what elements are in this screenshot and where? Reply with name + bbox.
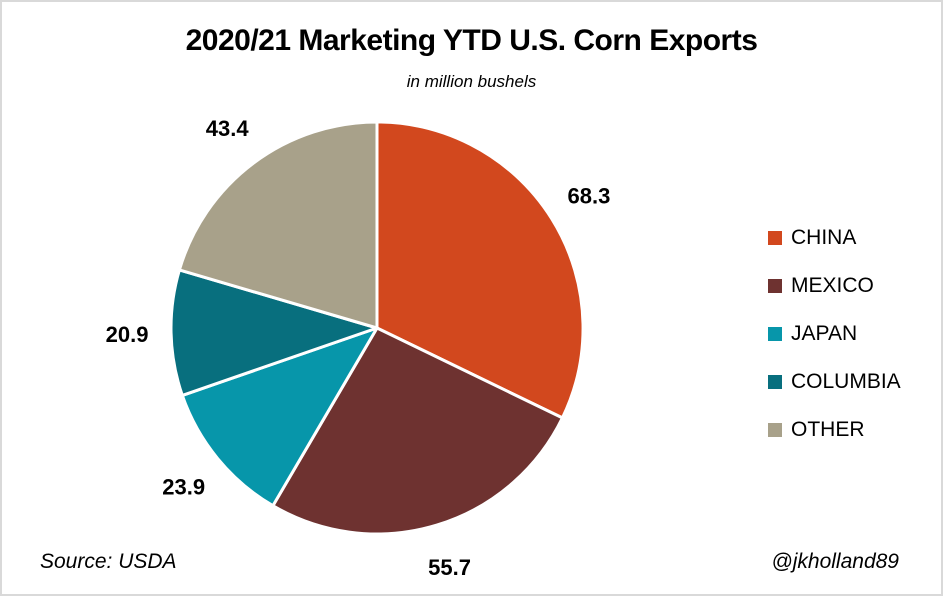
legend-swatch-mexico bbox=[768, 279, 782, 293]
pie-slice-other bbox=[177, 120, 379, 330]
data-label-mexico: 55.7 bbox=[428, 555, 471, 580]
legend-label-japan: JAPAN bbox=[791, 322, 858, 345]
legend-label-columbia: COLUMBIA bbox=[791, 370, 901, 393]
legend-item-columbia: COLUMBIA bbox=[768, 358, 901, 406]
chart-subtitle: in million bushels bbox=[406, 72, 537, 91]
pie-slice-columbia bbox=[169, 268, 379, 397]
pie-slice-mexico bbox=[271, 326, 564, 536]
legend-swatch-other bbox=[768, 423, 782, 437]
legend-item-mexico: MEXICO bbox=[768, 262, 901, 310]
data-label-china: 68.3 bbox=[567, 183, 610, 208]
data-label-other: 43.4 bbox=[206, 116, 250, 141]
legend-label-mexico: MEXICO bbox=[791, 274, 874, 297]
legend-swatch-japan bbox=[768, 327, 782, 341]
legend-swatch-columbia bbox=[768, 375, 782, 389]
data-label-columbia: 20.9 bbox=[106, 322, 149, 347]
pie-slice-japan bbox=[180, 326, 379, 508]
legend-label-china: CHINA bbox=[791, 226, 857, 249]
source-note: Source: USDA bbox=[40, 550, 177, 573]
legend-label-other: OTHER bbox=[791, 418, 865, 441]
legend-item-other: OTHER bbox=[768, 406, 901, 454]
data-label-japan: 23.9 bbox=[162, 475, 205, 500]
legend: CHINA MEXICO JAPAN COLUMBIA OTHER bbox=[768, 214, 901, 454]
legend-item-china: CHINA bbox=[768, 214, 901, 262]
chart-title: 2020/21 Marketing YTD U.S. Corn Exports bbox=[185, 24, 758, 57]
legend-swatch-china bbox=[768, 231, 782, 245]
legend-item-japan: JAPAN bbox=[768, 310, 901, 358]
pie-slice-china bbox=[375, 120, 585, 420]
attribution-handle: @jkholland89 bbox=[771, 550, 899, 573]
